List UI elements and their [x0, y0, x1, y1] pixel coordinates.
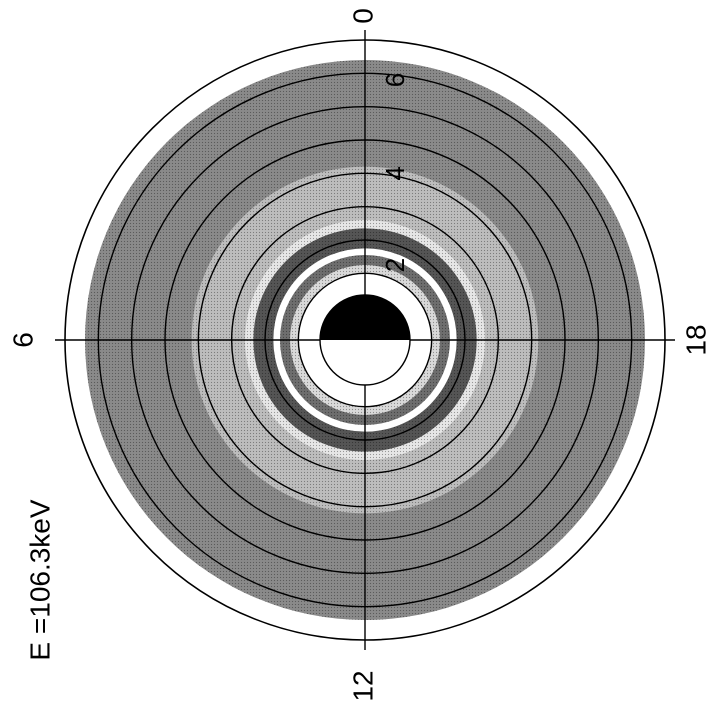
energy-label: E =106.3keV — [24, 499, 55, 660]
earth-disk — [319, 294, 411, 386]
radial-label-2: 2 — [380, 258, 410, 272]
lt-label-6: 6 — [7, 332, 38, 348]
radial-label-4: 4 — [380, 166, 410, 180]
lt-label-12: 12 — [347, 670, 378, 701]
lt-label-18: 18 — [680, 324, 711, 355]
lt-label-0: 0 — [347, 8, 378, 24]
earth-night-side — [320, 295, 410, 340]
radial-label-6: 6 — [380, 73, 410, 87]
